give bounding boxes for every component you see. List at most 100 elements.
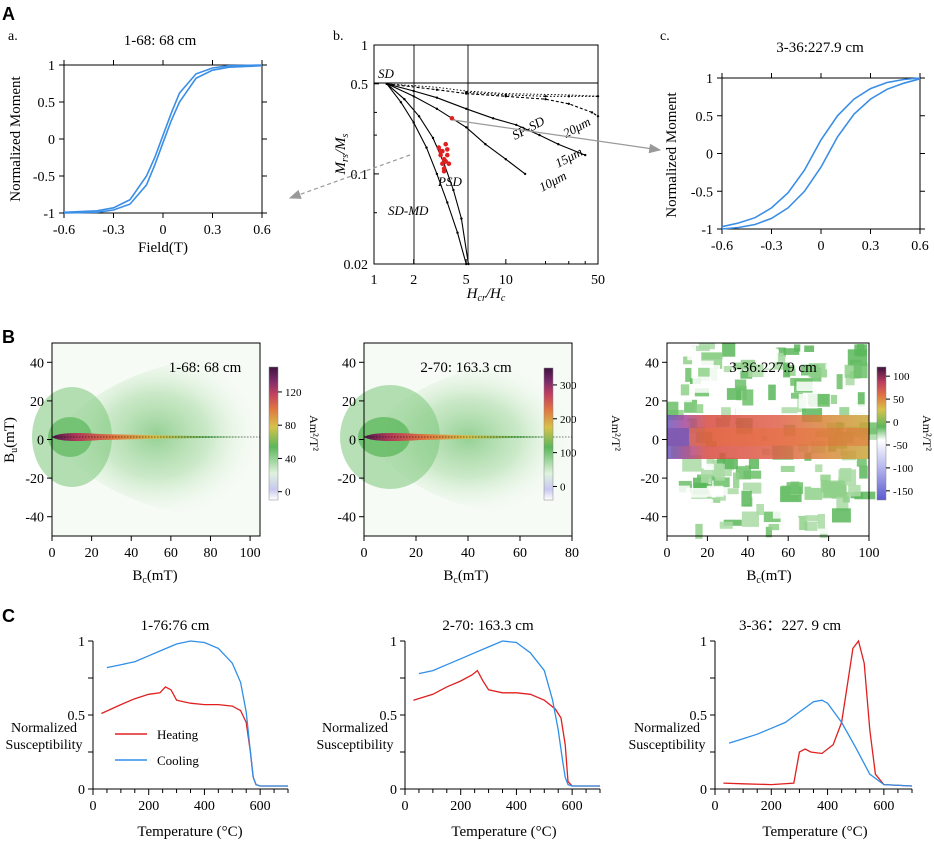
forc-noise-cell — [723, 366, 732, 374]
forc-noise-cell — [747, 401, 767, 412]
hysteresis-chart-c: c. 3-36:227.9 cm -0.6 -0.3 0 0.3 0.610.50-0.… — [660, 29, 929, 254]
sample-point — [445, 147, 450, 152]
forc-noise-cell — [743, 470, 762, 479]
sp-sd-15um-marker — [412, 89, 415, 93]
x-tick-label: 40 — [741, 546, 755, 561]
forc-noise-cell — [719, 521, 733, 529]
forc-noise-cell — [783, 362, 791, 378]
forc-noise-cell — [817, 523, 834, 534]
forc-central-ridge — [364, 433, 572, 441]
y-tick-label: 0.5 — [68, 709, 86, 724]
sample-point — [449, 116, 455, 121]
y-axis-label-line1: Normalized — [322, 721, 388, 736]
forc-noise-cell — [673, 348, 694, 357]
x-tick-label: 80 — [822, 546, 836, 561]
sp-sd-upper-marker — [544, 95, 547, 98]
forc-noise-cell — [808, 363, 828, 378]
forc-noise-cell — [734, 379, 747, 391]
y-tick-label: 0 — [652, 434, 659, 449]
forc-noise-cell — [804, 521, 821, 531]
subpanel-letter-b: b. — [333, 29, 344, 44]
sd-md-curve-a-marker — [456, 231, 459, 234]
forc-noise-cell — [857, 392, 865, 407]
y-tick-label: -1 — [701, 223, 713, 238]
y-axis-label: Normalized Moment — [664, 91, 680, 217]
axis-ticks: 0 20 40 60 80 100 40 20 0 -20 -40 — [640, 356, 879, 561]
colorbar-ticks: 300 200 100 0 — [553, 380, 577, 493]
forc-noise-cell — [794, 344, 801, 352]
x-tick-label: 80 — [565, 546, 579, 561]
forc-noise-cell — [760, 344, 770, 360]
forc-noise-cell — [842, 491, 850, 503]
sd-md-curve-a-marker — [425, 146, 428, 149]
forc-noise-cell — [667, 401, 679, 417]
forc-noise-cell — [698, 360, 714, 370]
legend-heating-label: Heating — [157, 727, 199, 742]
panel-label-b: B — [2, 327, 15, 347]
mixing-curves — [385, 82, 600, 266]
15um-curve-label: 15μm — [552, 144, 585, 171]
x-tick-label: 0 — [402, 799, 409, 814]
chart-title: 3-36：227. 9 cm — [739, 618, 841, 634]
forc-noise-cell — [851, 404, 869, 416]
sp-sd-10um-marker — [412, 95, 415, 98]
sp-sd-20um-marker — [567, 102, 570, 106]
forc-noise-cell — [740, 370, 753, 379]
sample-point — [443, 141, 449, 147]
forc-noise-cell — [684, 399, 697, 413]
loop-lower-branch — [63, 64, 263, 214]
colorbar-ticks: 100 50 0 -50 -100 -150 — [886, 371, 914, 498]
sd-md-curve-label: SD-MD — [388, 203, 429, 218]
sd-md-curve-b-marker — [460, 217, 463, 220]
heating-curve — [723, 639, 913, 787]
y-tick-label: 0.5 — [380, 709, 398, 724]
forc-noise-cell — [680, 384, 690, 396]
x-tick-label: 2 — [410, 273, 417, 288]
y-tick-label: 20 — [342, 395, 356, 410]
panel-label-c: C — [2, 606, 15, 626]
x-tick-label: 200 — [761, 799, 782, 814]
x-tick-label: 0 — [712, 799, 719, 814]
colorbar-tick-label: -100 — [893, 463, 914, 475]
forc-noise-cell — [713, 477, 730, 488]
x-tick-label: 60 — [164, 546, 178, 561]
loop-lower-branch — [721, 78, 921, 230]
chart-title: 3-36:227.9 cm — [776, 40, 864, 56]
forc-noise-cell — [836, 374, 843, 390]
x-tick-label: 40 — [124, 546, 138, 561]
y-tick-label: -0.5 — [691, 185, 713, 200]
forc-noise-cell — [742, 389, 754, 406]
x-tick-label: 0 — [49, 546, 56, 561]
x-tick-label: 20 — [700, 546, 714, 561]
forc-noise-cell — [716, 458, 726, 464]
day-plot: b. 1 2 5 10 50 1 0.5 0.1 0.02 SD PSD SD-MD SP-SD… — [333, 29, 605, 304]
forc-spread-zone — [52, 350, 260, 520]
forc-noise-cell — [687, 346, 696, 361]
sp-sd-15um-marker — [584, 153, 587, 157]
y-tick-label: 1 — [78, 635, 85, 650]
axis-ticks: 0 20 40 60 80 100 40 20 0 -20 -40 — [25, 356, 260, 561]
sp-sd-10um-marker — [435, 107, 439, 111]
forc-noise-cell — [796, 381, 819, 391]
forc-noise-cell — [772, 508, 783, 519]
colorbar-label: Am²/T² — [609, 415, 623, 451]
x-tick-label: 0 — [361, 546, 368, 561]
chart-title: 1-68: 68 cm — [124, 33, 197, 49]
panel-label-a: A — [2, 4, 15, 24]
forc-noise-cell — [794, 356, 801, 369]
y-axis-label: Mrs/Ms — [333, 133, 351, 175]
y-tick-label: 0.5 — [351, 78, 369, 93]
forc-noise-cell — [726, 388, 742, 400]
sp-sd-15um-marker — [465, 107, 468, 111]
sd-md-curve-a-marker — [465, 262, 468, 266]
forc-noise-cell — [748, 458, 759, 470]
x-tick-label: 0.6 — [911, 239, 929, 254]
x-tick-label: 400 — [194, 799, 215, 814]
forc-noise-cell — [723, 372, 732, 381]
colorbar-label: Am²/T² — [920, 415, 934, 451]
forc-noise-cell — [706, 458, 715, 468]
x-tick-label: -0.3 — [102, 223, 124, 238]
x-tick-label: 80 — [203, 546, 217, 561]
y-tick-label: -20 — [25, 472, 44, 487]
sample-point — [446, 161, 452, 166]
